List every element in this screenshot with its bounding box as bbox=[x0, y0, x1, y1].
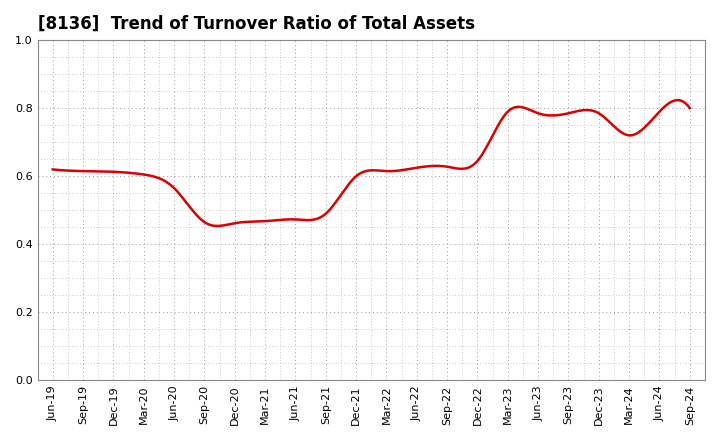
Text: [8136]  Trend of Turnover Ratio of Total Assets: [8136] Trend of Turnover Ratio of Total … bbox=[37, 15, 474, 33]
